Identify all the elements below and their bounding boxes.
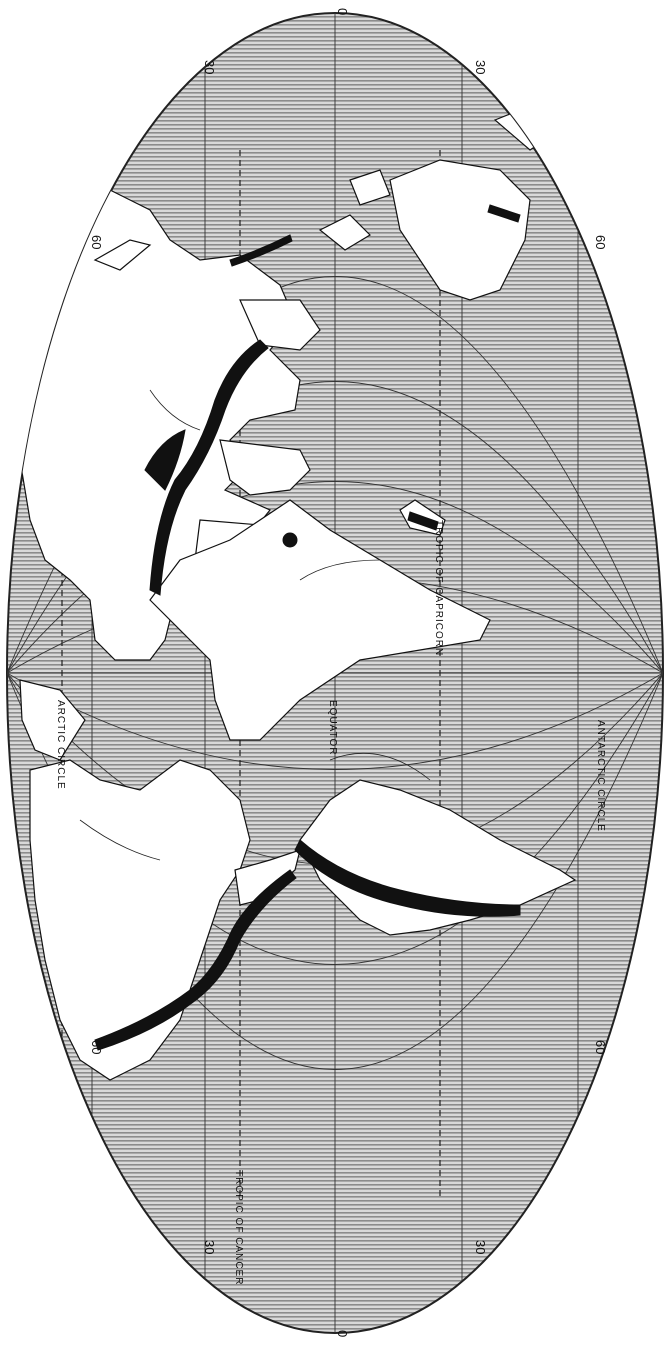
river bbox=[79, 819, 161, 861]
degree-label: 30 bbox=[473, 1240, 488, 1254]
tropic-of-capricorn-label: TROPIC OF CAPRICORN bbox=[433, 520, 444, 656]
alpine-himalayan-belt bbox=[149, 339, 269, 596]
australia-range bbox=[487, 204, 521, 223]
africa bbox=[149, 499, 491, 741]
degree-label: 60 bbox=[593, 235, 608, 249]
river bbox=[149, 389, 201, 431]
degree-label: 0 bbox=[335, 8, 350, 15]
andes-range bbox=[294, 839, 521, 917]
river bbox=[299, 559, 381, 581]
east-asia-islands bbox=[93, 239, 152, 271]
indochina bbox=[239, 299, 321, 351]
degree-label: 60 bbox=[593, 1040, 608, 1054]
madagascar-range bbox=[407, 511, 439, 531]
greenland bbox=[19, 679, 86, 761]
island-arc bbox=[229, 234, 293, 267]
degree-label: 30 bbox=[202, 60, 217, 74]
rocky-mountains bbox=[94, 869, 297, 1051]
new-guinea bbox=[318, 214, 371, 251]
degree-label: 30 bbox=[202, 1240, 217, 1254]
antarctic-circle-label: ANTARCTIC CIRCLE bbox=[595, 720, 606, 832]
tropic-of-cancer-label: TROPIC OF CANCER bbox=[233, 1170, 244, 1285]
north-america bbox=[29, 759, 251, 1081]
australia bbox=[389, 159, 531, 301]
degree-label: 0 bbox=[335, 1330, 350, 1337]
central-america bbox=[234, 849, 301, 906]
arctic-circle-label: ARCTIC CIRCLE bbox=[55, 700, 66, 790]
degree-label: 30 bbox=[473, 60, 488, 74]
himalaya-mass bbox=[144, 429, 186, 491]
borneo bbox=[349, 169, 391, 206]
east-african-highland bbox=[282, 532, 298, 548]
equator-label: EQUATOR bbox=[327, 700, 338, 756]
degree-label: 60 bbox=[89, 235, 104, 249]
degree-label: 60 bbox=[89, 1040, 104, 1054]
india bbox=[219, 439, 311, 496]
river bbox=[329, 752, 431, 781]
